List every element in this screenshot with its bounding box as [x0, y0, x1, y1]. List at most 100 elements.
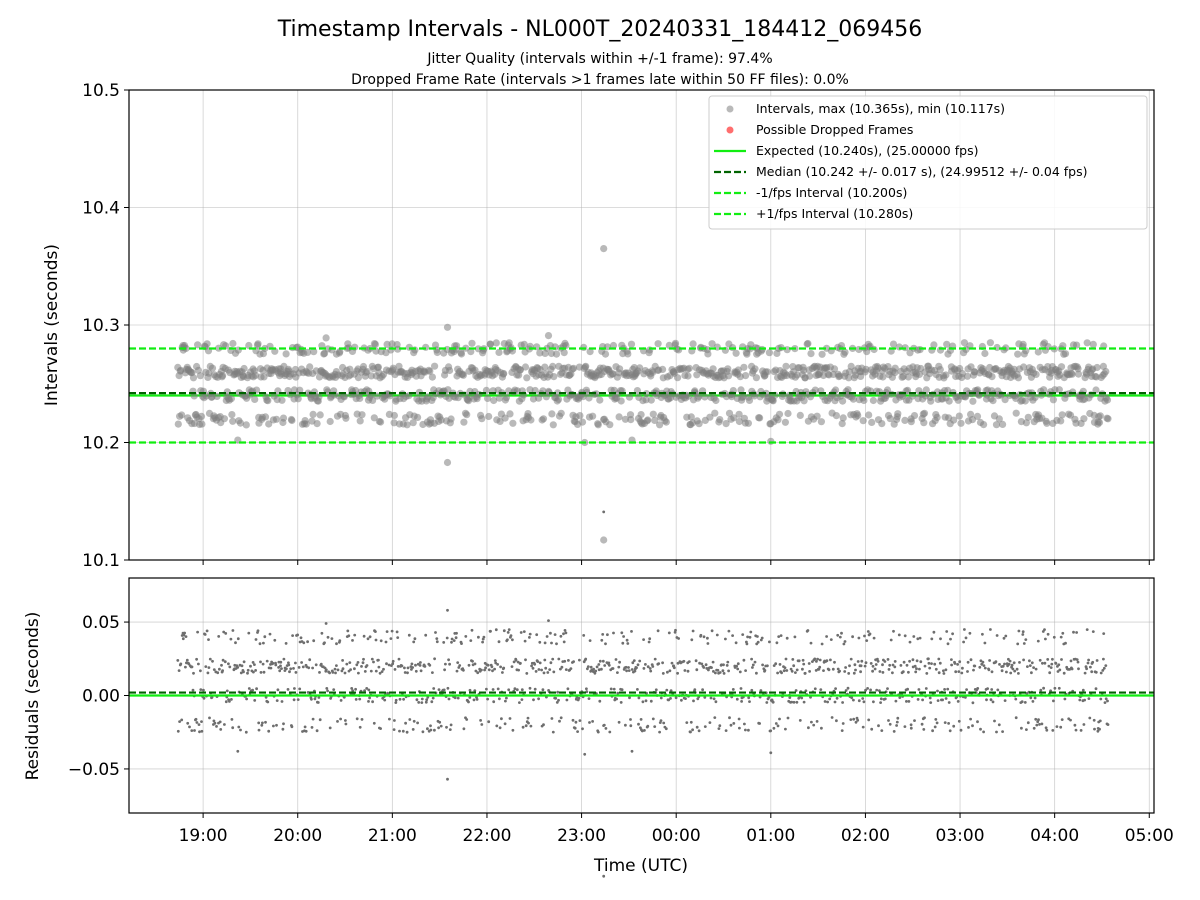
- residual-point: [779, 634, 783, 637]
- residual-point: [637, 722, 640, 726]
- residual-point: [365, 664, 369, 667]
- residual-point: [344, 722, 348, 726]
- residual-point: [423, 665, 427, 668]
- interval-point: [716, 416, 724, 424]
- residual-point: [893, 660, 897, 663]
- residual-point: [247, 687, 251, 690]
- residual-point: [876, 659, 880, 663]
- residual-point: [755, 671, 758, 675]
- y-tick-label: 10.3: [82, 316, 120, 336]
- residual-point: [1021, 630, 1025, 634]
- residual-point: [825, 635, 828, 638]
- interval-point: [1024, 413, 1032, 421]
- residual-point: [372, 660, 375, 664]
- interval-point: [807, 350, 815, 358]
- interval-point: [500, 369, 508, 378]
- residual-point: [727, 669, 730, 673]
- residual-point: [247, 631, 251, 635]
- residual-point: [704, 663, 708, 667]
- residual-point: [769, 751, 773, 755]
- residual-point: [416, 721, 419, 725]
- residual-point: [231, 629, 235, 632]
- interval-point: [371, 340, 379, 348]
- interval-point: [363, 367, 371, 376]
- residual-point: [866, 687, 869, 690]
- residual-point: [504, 699, 507, 703]
- residual-point: [385, 630, 389, 633]
- y-tick-label: 10.2: [82, 434, 120, 454]
- residual-point: [889, 638, 893, 642]
- residual-point: [517, 668, 520, 672]
- residual-point: [273, 638, 277, 642]
- residual-point: [750, 688, 754, 692]
- residual-point: [872, 700, 875, 704]
- interval-point: [671, 339, 680, 347]
- interval-point: [774, 416, 782, 424]
- intervals-ylabel: Intervals (seconds): [42, 244, 62, 406]
- interval-point: [712, 396, 720, 405]
- interval-point: [322, 334, 330, 342]
- interval-point: [315, 393, 323, 401]
- residual-point: [841, 701, 844, 704]
- residual-point: [180, 718, 184, 722]
- residual-point: [965, 688, 968, 691]
- interval-point: [495, 348, 503, 356]
- residual-point: [254, 638, 258, 641]
- residual-point: [703, 696, 707, 699]
- residual-point: [583, 752, 587, 756]
- residual-point: [515, 688, 519, 692]
- interval-point: [838, 420, 846, 428]
- interval-point: [302, 420, 310, 428]
- residual-point: [291, 634, 294, 637]
- residual-point: [913, 719, 916, 722]
- residual-point: [400, 664, 404, 668]
- residual-point: [336, 668, 340, 672]
- residual-point: [620, 631, 624, 635]
- residual-point: [1021, 633, 1025, 636]
- residual-point: [616, 671, 619, 674]
- residual-point: [230, 718, 234, 721]
- interval-point: [627, 340, 636, 348]
- residual-point: [506, 638, 509, 642]
- residual-point: [549, 661, 553, 665]
- residual-point: [259, 671, 263, 674]
- residual-point: [276, 688, 280, 692]
- residual-point: [207, 638, 210, 641]
- residual-point: [339, 717, 342, 721]
- residual-point: [1007, 662, 1011, 666]
- interval-point: [240, 364, 248, 373]
- residual-point: [404, 721, 407, 725]
- x-axis-label: Time (UTC): [593, 856, 688, 876]
- interval-point: [447, 415, 455, 423]
- residual-point: [308, 658, 312, 662]
- residual-point: [506, 631, 510, 634]
- interval-point: [793, 371, 801, 379]
- residual-point: [771, 700, 775, 704]
- residuals-panel: −0.05 0.00 0.05 Residuals (seconds): [23, 510, 1155, 878]
- residual-point: [585, 687, 588, 691]
- legend-dropped-marker: [726, 126, 734, 134]
- residual-point: [464, 635, 468, 638]
- residual-point: [1047, 664, 1051, 668]
- residual-point: [435, 640, 439, 644]
- residual-point: [199, 669, 202, 673]
- residual-point: [967, 726, 970, 729]
- interval-point: [539, 415, 548, 423]
- residual-point: [569, 667, 573, 670]
- interval-point: [960, 339, 969, 347]
- interval-point: [889, 340, 898, 348]
- residual-point: [966, 670, 969, 673]
- residual-point: [701, 688, 704, 692]
- interval-point: [351, 343, 359, 351]
- residual-point: [526, 716, 530, 720]
- residual-point: [1001, 730, 1004, 733]
- residual-point: [971, 724, 974, 728]
- residual-point: [351, 689, 355, 692]
- residual-point: [905, 700, 908, 703]
- residual-point: [768, 640, 771, 644]
- interval-point: [1055, 386, 1063, 394]
- residual-point: [751, 663, 755, 667]
- interval-point: [509, 419, 517, 427]
- interval-point: [463, 411, 471, 419]
- residual-point: [413, 637, 417, 641]
